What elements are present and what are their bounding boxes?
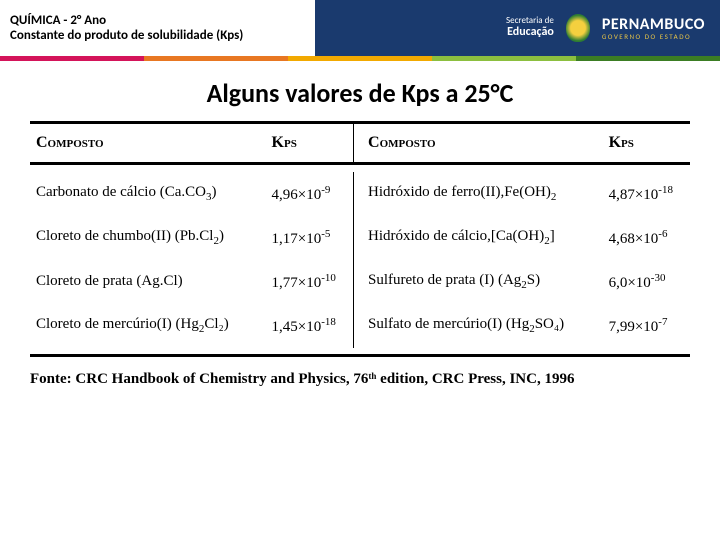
col-kps-1: Kps bbox=[264, 123, 354, 164]
pernambuco-logo: PERNAMBUCO GOVERNO DO ESTADO bbox=[602, 17, 705, 40]
kps-left: 4,96×10-9 bbox=[264, 172, 354, 216]
topic-line: Constante do produto de solubilidade (Kp… bbox=[10, 28, 305, 43]
secretaria-logo: Secretaria de Educação bbox=[506, 16, 554, 39]
slide-title: Alguns valores de Kps a 25°C bbox=[0, 77, 720, 109]
accent-bar bbox=[0, 56, 720, 61]
compound-left: Cloreto de prata (Ag.Cl) bbox=[30, 260, 264, 304]
compound-right: Sulfato de mercúrio(I) (Hg2SO₄) bbox=[354, 304, 601, 348]
compound-left: Cloreto de chumbo(II) (Pb.Cl2) bbox=[30, 216, 264, 260]
kps-right: 7,99×10-7 bbox=[601, 304, 690, 348]
compound-right: Hidróxido de ferro(II),Fe(OH)2 bbox=[354, 172, 601, 216]
kps-left: 1,77×10-10 bbox=[264, 260, 354, 304]
kps-left: 1,17×10-5 bbox=[264, 216, 354, 260]
header-left: QUÍMICA - 2° Ano Constante do produto de… bbox=[0, 0, 315, 56]
source-citation: Fonte: CRC Handbook of Chemistry and Phy… bbox=[30, 371, 720, 388]
compound-left: Cloreto de mercúrio(I) (Hg2Cl₂) bbox=[30, 304, 264, 348]
coat-of-arms-icon bbox=[566, 14, 590, 42]
header-right: Secretaria de Educação PERNAMBUCO GOVERN… bbox=[315, 14, 720, 42]
table-row: Cloreto de mercúrio(I) (Hg2Cl₂)1,45×10-1… bbox=[30, 304, 690, 348]
compound-right: Hidróxido de cálcio,[Ca(OH)2] bbox=[354, 216, 601, 260]
slide-header: QUÍMICA - 2° Ano Constante do produto de… bbox=[0, 0, 720, 56]
table-row: Cloreto de prata (Ag.Cl)1,77×10-10Sulfur… bbox=[30, 260, 690, 304]
col-composto-2: Composto bbox=[354, 123, 601, 164]
course-line: QUÍMICA - 2° Ano bbox=[10, 13, 305, 28]
col-kps-2: Kps bbox=[601, 123, 690, 164]
table-row: Cloreto de chumbo(II) (Pb.Cl2)1,17×10-5H… bbox=[30, 216, 690, 260]
kps-right: 4,87×10-18 bbox=[601, 172, 690, 216]
compound-right: Sulfureto de prata (I) (Ag2S) bbox=[354, 260, 601, 304]
table-header-row: Composto Kps Composto Kps bbox=[30, 123, 690, 164]
kps-table: Composto Kps Composto Kps Carbonato de c… bbox=[30, 121, 690, 357]
kps-right: 4,68×10-6 bbox=[601, 216, 690, 260]
kps-right: 6,0×10-30 bbox=[601, 260, 690, 304]
table-row: Carbonato de cálcio (Ca.CO3)4,96×10-9Hid… bbox=[30, 172, 690, 216]
col-composto-1: Composto bbox=[30, 123, 264, 164]
kps-left: 1,45×10-18 bbox=[264, 304, 354, 348]
kps-table-wrap: Composto Kps Composto Kps Carbonato de c… bbox=[30, 121, 690, 357]
compound-left: Carbonato de cálcio (Ca.CO3) bbox=[30, 172, 264, 216]
